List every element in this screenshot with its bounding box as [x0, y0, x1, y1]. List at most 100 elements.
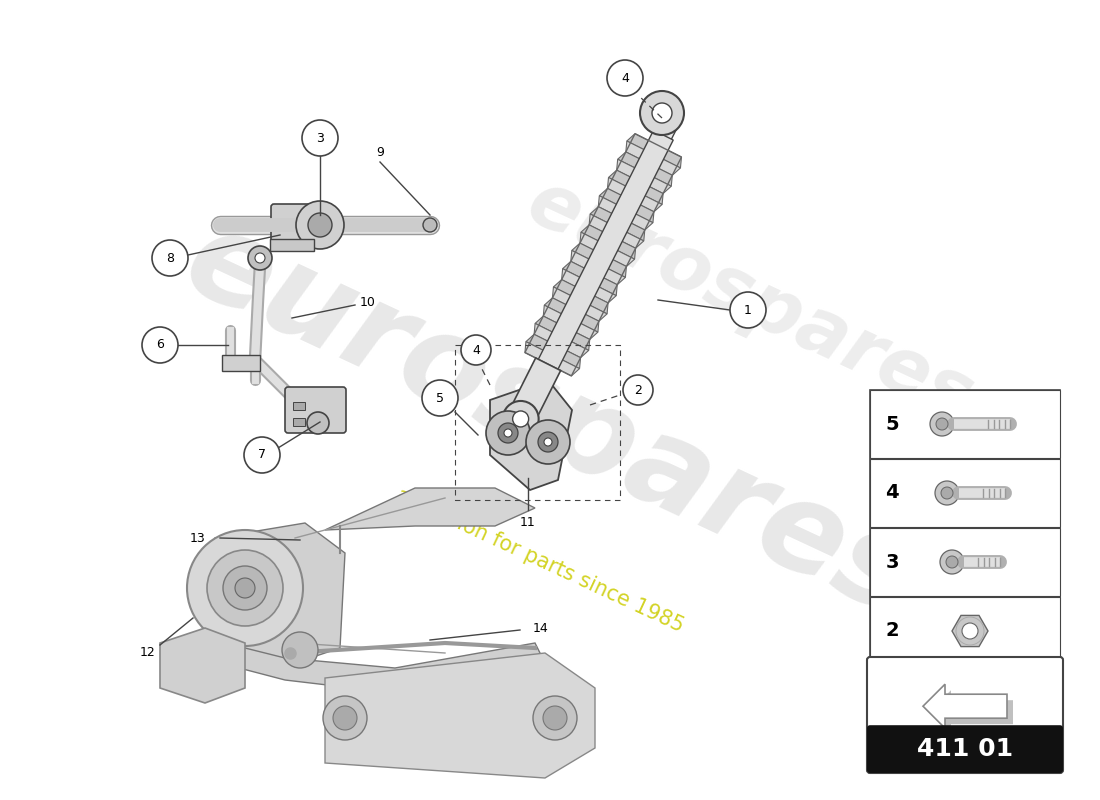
Bar [870, 390, 1060, 458]
Text: 5: 5 [886, 414, 899, 434]
Text: 11: 11 [520, 515, 536, 529]
Circle shape [235, 578, 255, 598]
Polygon shape [591, 206, 645, 241]
Bar [870, 597, 1060, 665]
Text: 5: 5 [436, 391, 444, 405]
Circle shape [152, 240, 188, 276]
FancyBboxPatch shape [271, 204, 314, 246]
Circle shape [248, 246, 272, 270]
Bar [270, 239, 314, 251]
Circle shape [207, 550, 283, 626]
Text: a passion for parts since 1985: a passion for parts since 1985 [393, 484, 688, 636]
Polygon shape [581, 225, 636, 259]
Circle shape [282, 632, 318, 668]
Polygon shape [571, 250, 626, 285]
Polygon shape [544, 298, 598, 332]
Text: 12: 12 [140, 646, 156, 658]
Polygon shape [160, 628, 245, 703]
Polygon shape [952, 615, 988, 646]
Circle shape [255, 253, 265, 263]
Polygon shape [608, 170, 663, 205]
Circle shape [308, 213, 332, 237]
Text: 2: 2 [886, 622, 899, 641]
Text: 2: 2 [634, 383, 642, 397]
Circle shape [504, 429, 512, 437]
Circle shape [935, 481, 959, 505]
Circle shape [296, 201, 344, 249]
Polygon shape [525, 130, 673, 397]
Polygon shape [600, 188, 653, 222]
Circle shape [652, 103, 672, 123]
Circle shape [244, 437, 280, 473]
Text: 411 01: 411 01 [917, 737, 1013, 761]
Polygon shape [617, 159, 671, 194]
Polygon shape [324, 653, 595, 778]
Text: 9: 9 [376, 146, 384, 158]
Polygon shape [552, 287, 607, 322]
Text: 4: 4 [472, 343, 480, 357]
FancyBboxPatch shape [867, 657, 1063, 773]
Polygon shape [607, 178, 662, 212]
FancyBboxPatch shape [867, 726, 1063, 773]
Text: 3: 3 [886, 553, 899, 571]
Text: 7: 7 [258, 449, 266, 462]
Circle shape [962, 623, 978, 639]
Polygon shape [526, 334, 581, 369]
Text: 13: 13 [189, 531, 205, 545]
Polygon shape [598, 196, 653, 230]
Polygon shape [930, 690, 1013, 734]
Polygon shape [490, 380, 572, 490]
Circle shape [498, 423, 518, 443]
Circle shape [461, 335, 491, 365]
Text: eurospares: eurospares [516, 165, 984, 435]
Text: 3: 3 [316, 131, 323, 145]
Polygon shape [626, 141, 681, 175]
Polygon shape [535, 323, 589, 358]
Circle shape [607, 60, 644, 96]
Polygon shape [572, 243, 626, 278]
Circle shape [323, 696, 367, 740]
Polygon shape [324, 488, 535, 530]
Text: 6: 6 [156, 338, 164, 351]
Circle shape [307, 412, 329, 434]
Circle shape [930, 412, 954, 436]
Bar [870, 459, 1060, 527]
Text: 8: 8 [166, 251, 174, 265]
Circle shape [623, 375, 653, 405]
Text: eurospares: eurospares [166, 198, 934, 642]
Circle shape [223, 566, 267, 610]
Circle shape [142, 327, 178, 363]
Circle shape [503, 401, 539, 437]
Polygon shape [618, 152, 672, 186]
Polygon shape [923, 684, 1006, 728]
Circle shape [534, 696, 578, 740]
Circle shape [640, 91, 684, 135]
Polygon shape [543, 305, 598, 339]
Polygon shape [626, 121, 676, 198]
Bar [293, 418, 305, 426]
Bar [870, 528, 1060, 596]
Polygon shape [525, 342, 580, 376]
Polygon shape [553, 279, 608, 314]
Circle shape [513, 411, 529, 427]
Circle shape [538, 432, 558, 452]
Text: 4: 4 [621, 71, 629, 85]
Circle shape [187, 530, 302, 646]
Bar [870, 728, 1060, 770]
Circle shape [486, 411, 530, 455]
Polygon shape [627, 134, 682, 168]
Circle shape [333, 706, 358, 730]
Circle shape [422, 380, 458, 416]
Text: 10: 10 [360, 295, 376, 309]
FancyBboxPatch shape [285, 387, 346, 433]
Polygon shape [590, 214, 644, 248]
Polygon shape [562, 269, 616, 303]
Polygon shape [214, 523, 345, 663]
Polygon shape [220, 643, 544, 693]
Polygon shape [580, 232, 635, 266]
Circle shape [526, 420, 570, 464]
Circle shape [543, 706, 566, 730]
Circle shape [544, 438, 552, 446]
Circle shape [302, 120, 338, 156]
Polygon shape [535, 316, 590, 350]
